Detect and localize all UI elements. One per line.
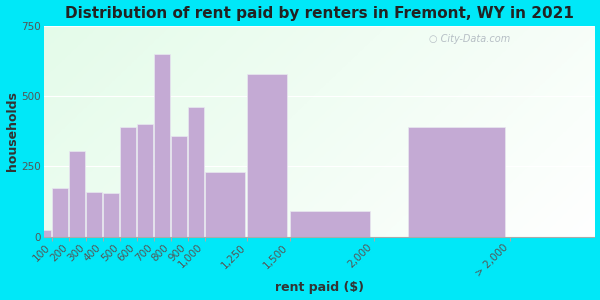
Bar <box>188 107 204 237</box>
Bar <box>247 74 287 237</box>
Bar <box>171 136 187 237</box>
Bar <box>290 212 370 237</box>
Bar <box>69 151 85 237</box>
Bar <box>205 172 245 237</box>
Bar <box>86 192 103 237</box>
Title: Distribution of rent paid by renters in Fremont, WY in 2021: Distribution of rent paid by renters in … <box>65 6 574 21</box>
Bar <box>137 124 153 237</box>
Bar <box>154 54 170 237</box>
Bar <box>52 188 68 237</box>
Text: ○ City-Data.com: ○ City-Data.com <box>429 34 511 44</box>
X-axis label: rent paid ($): rent paid ($) <box>275 281 364 294</box>
Y-axis label: households: households <box>5 92 19 171</box>
Bar <box>103 193 119 237</box>
Bar <box>35 230 52 237</box>
Bar <box>120 127 136 237</box>
Bar <box>408 127 505 237</box>
